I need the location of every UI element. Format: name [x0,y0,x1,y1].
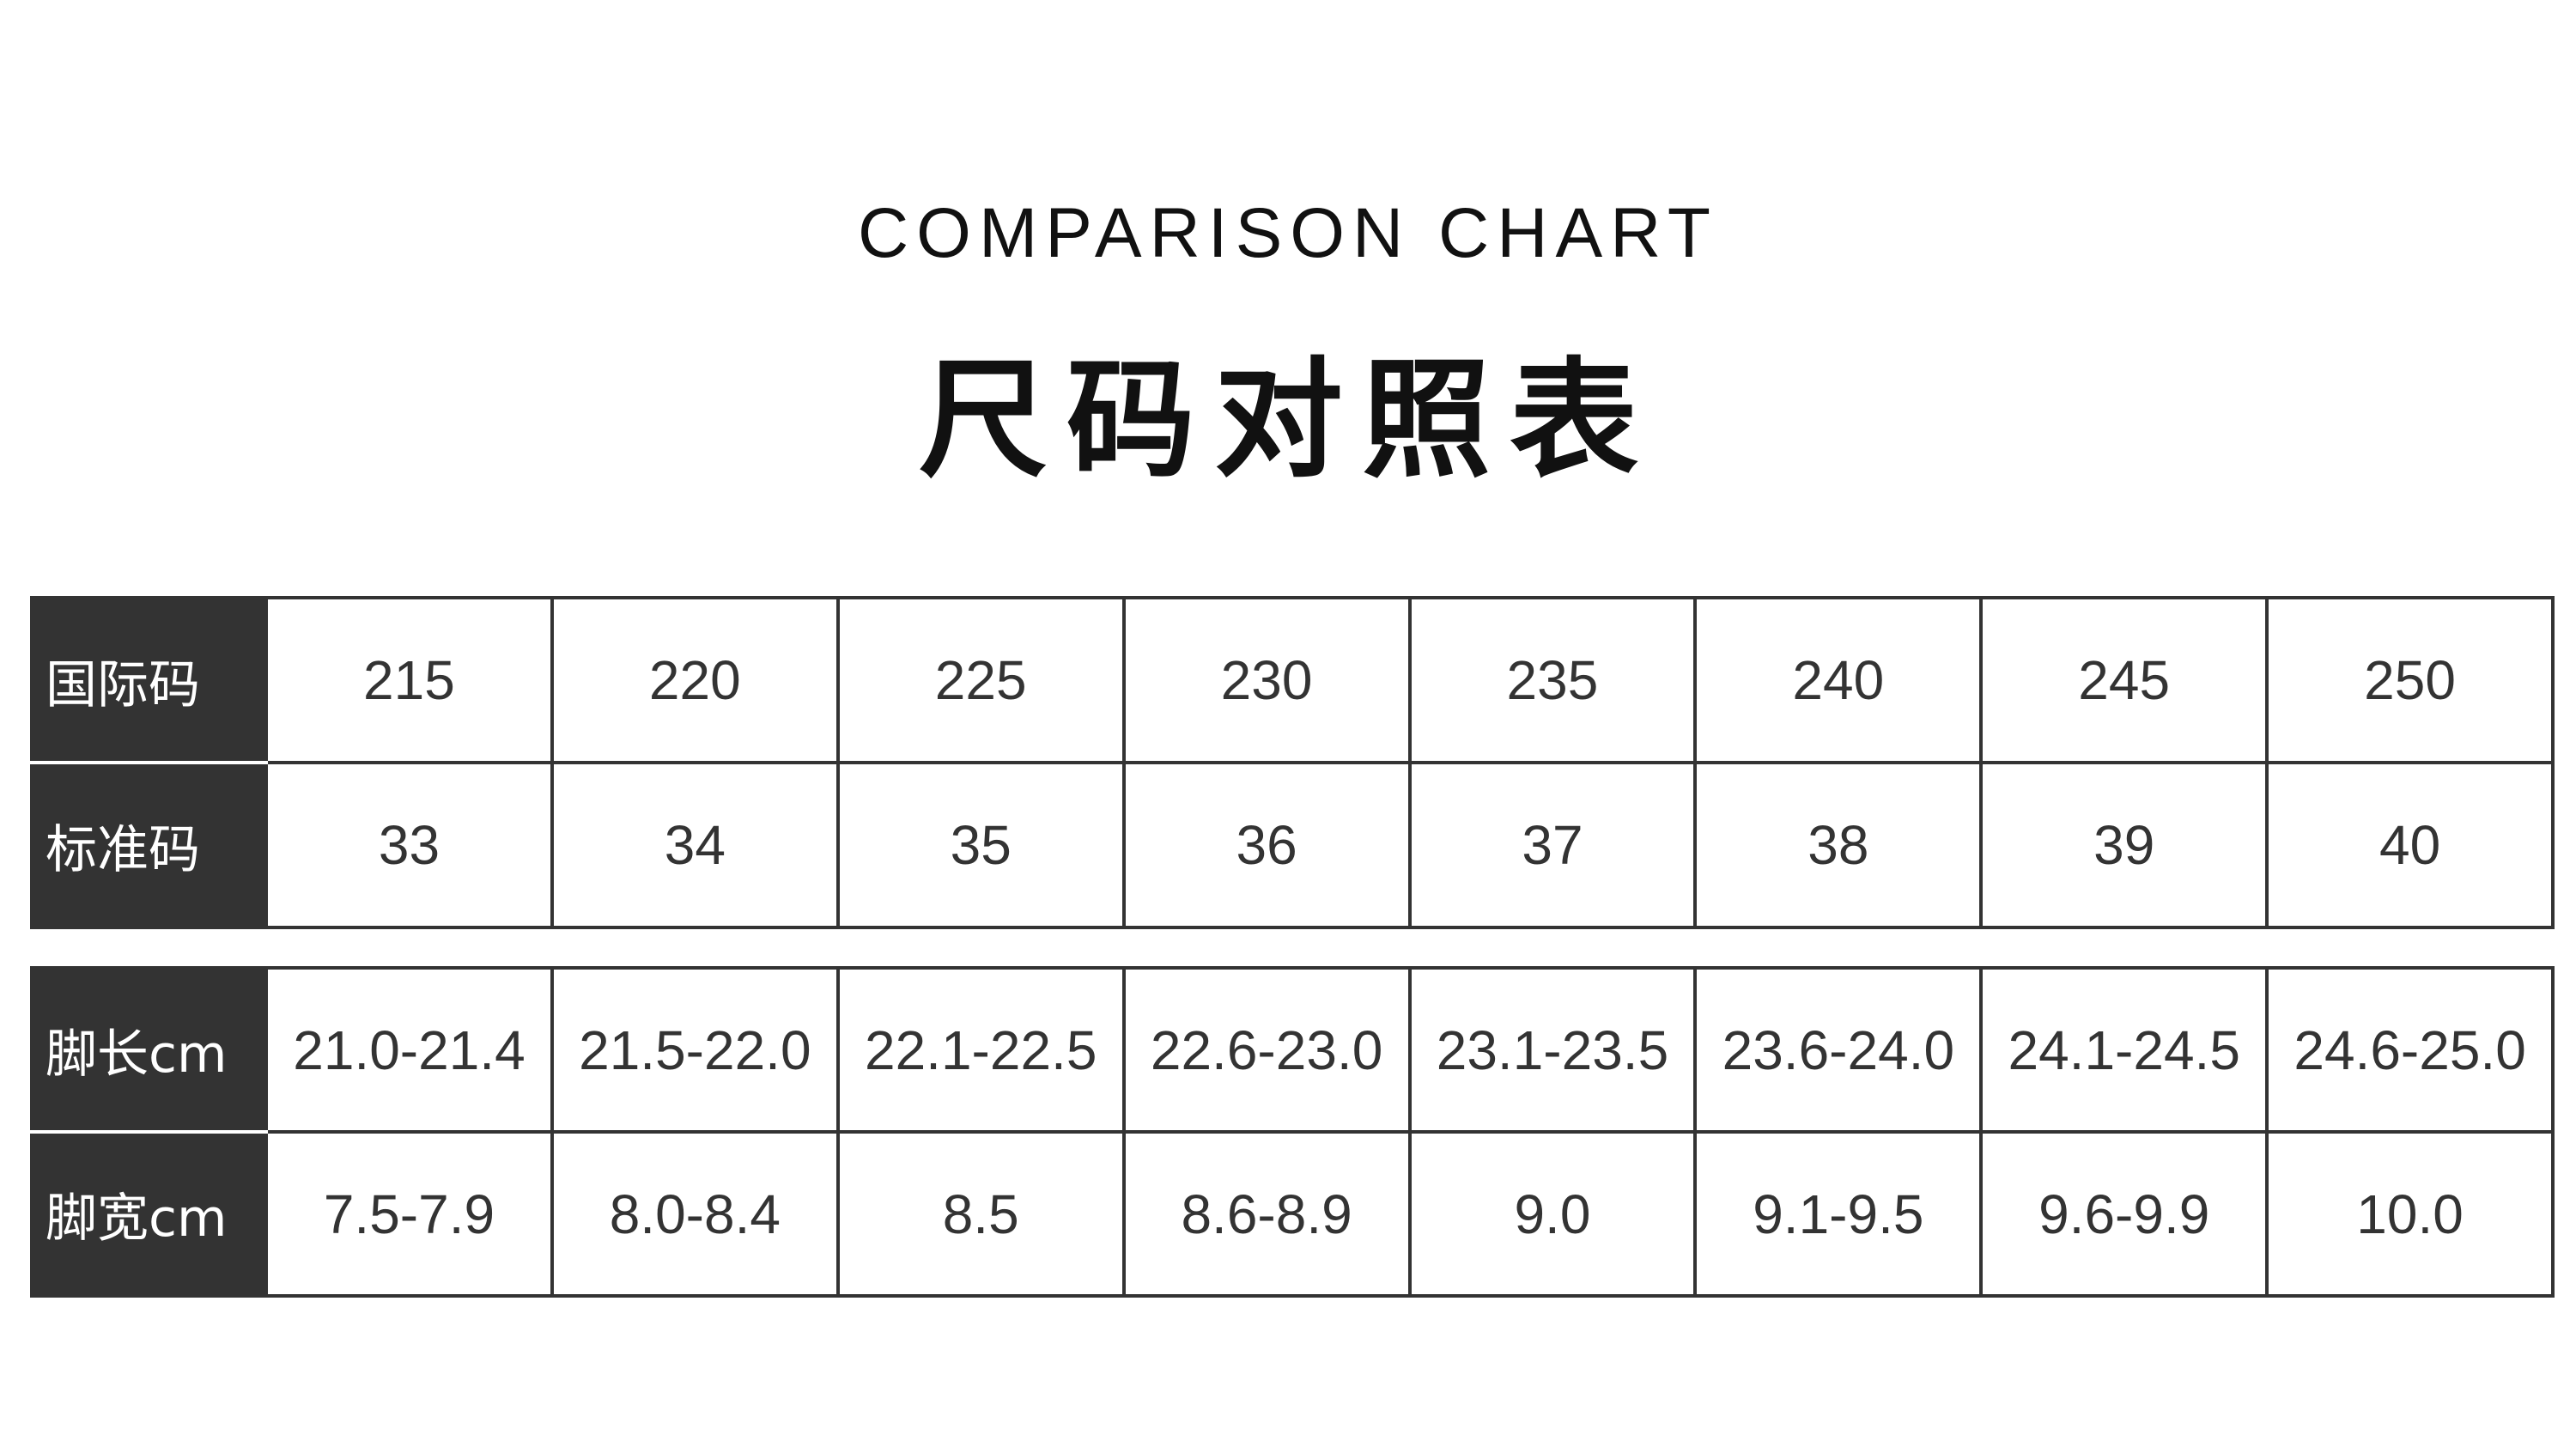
table-row: 脚宽cm 7.5-7.9 8.0-8.4 8.5 8.6-8.9 9.0 9.1-9.5 9.… [30,1130,2555,1298]
table-row: 国际码 215 220 225 230 235 240 245 250 [30,596,2555,764]
table-cell: 9.6-9.9 [1979,1130,2269,1298]
table-cell: 235 [1407,596,1698,764]
table-cell: 37 [1407,761,1698,929]
table-cell: 8.6-8.9 [1121,1130,1412,1298]
table-cell: 39 [1979,761,2269,929]
table-cell: 8.0-8.4 [550,1130,840,1298]
table-cell: 215 [264,596,554,764]
table-cell: 33 [264,761,554,929]
table-cell: 23.6-24.0 [1693,966,1984,1134]
table-row: 标准码 33 34 35 36 37 38 39 40 [30,761,2555,929]
table-cell: 24.1-24.5 [1979,966,2269,1134]
table-cell: 36 [1121,761,1412,929]
table-cell: 245 [1979,596,2269,764]
table-cell: 40 [2265,761,2555,929]
table-cell: 8.5 [835,1130,1126,1298]
table-cell: 21.5-22.0 [550,966,840,1134]
table-cell: 10.0 [2265,1130,2555,1298]
size-table-foot: 脚长cm 21.0-21.4 21.5-22.0 22.1-22.5 22.6-23.0… [30,966,2555,1298]
subtitle: COMPARISON CHART [857,194,1719,272]
page-title: 尺码对照表 [918,346,1657,496]
table-cell: 9.0 [1407,1130,1698,1298]
table-cell: 35 [835,761,1126,929]
table-cell: 7.5-7.9 [264,1130,554,1298]
table-row: 脚长cm 21.0-21.4 21.5-22.0 22.1-22.5 22.6-23.0… [30,966,2555,1134]
table-cell: 9.1-9.5 [1693,1130,1984,1298]
table-cell: 225 [835,596,1126,764]
row-header: 标准码 [30,761,268,929]
row-header: 脚长cm [30,966,268,1134]
table-cell: 22.6-23.0 [1121,966,1412,1134]
size-table-codes: 国际码 215 220 225 230 235 240 245 250 标准码 33 34 35 36 37… [30,596,2555,929]
row-header: 脚宽cm [30,1130,268,1298]
table-cell: 24.6-25.0 [2265,966,2555,1134]
table-cell: 240 [1693,596,1984,764]
table-cell: 220 [550,596,840,764]
table-cell: 23.1-23.5 [1407,966,1698,1134]
row-header: 国际码 [30,596,268,764]
table-cell: 230 [1121,596,1412,764]
table-cell: 38 [1693,761,1984,929]
table-cell: 22.1-22.5 [835,966,1126,1134]
table-cell: 21.0-21.4 [264,966,554,1134]
table-cell: 34 [550,761,840,929]
table-cell: 250 [2265,596,2555,764]
